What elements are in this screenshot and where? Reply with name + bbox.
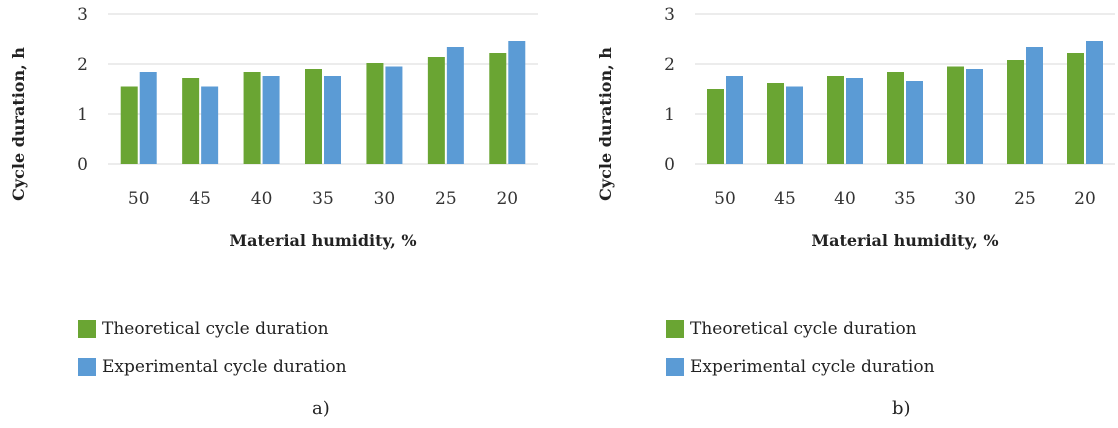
y-tick-label: 3	[77, 5, 88, 25]
bar-theoretical	[887, 72, 904, 164]
bar-theoretical	[767, 83, 784, 164]
bar-experimental	[1086, 41, 1103, 164]
bar-chart-b: 0 1 2 3 50 45 40 35 30 25 20 Material humidity, % Cy…	[596, 5, 1115, 250]
x-tick-label: 35	[894, 189, 916, 209]
legend-swatch-theoretical	[666, 320, 684, 338]
x-tick-label: 50	[714, 189, 736, 209]
legend-b: Theoretical cycle duration Experimental …	[666, 310, 935, 386]
x-axis-title: Material humidity, %	[229, 231, 416, 250]
y-tick-label: 3	[664, 5, 675, 25]
bar-theoretical	[947, 66, 964, 164]
caption-b: b)	[892, 398, 911, 419]
x-tick-label: 25	[1014, 189, 1036, 209]
legend-item-theoretical: Theoretical cycle duration	[666, 310, 935, 348]
x-tick-label: 20	[1074, 189, 1096, 209]
y-tick-label: 0	[77, 155, 88, 175]
bar-theoretical	[1067, 53, 1084, 164]
bar-experimental	[324, 76, 341, 164]
x-tick-label: 25	[435, 189, 457, 209]
y-tick-label: 2	[77, 55, 88, 75]
bar-experimental	[846, 78, 863, 164]
x-tick-label: 40	[834, 189, 856, 209]
legend-item-experimental: Experimental cycle duration	[78, 348, 347, 386]
x-tick-label: 45	[774, 189, 796, 209]
x-tick-label: 35	[312, 189, 334, 209]
bar-theoretical	[707, 89, 724, 164]
x-tick-label: 30	[954, 189, 976, 209]
legend-item-theoretical: Theoretical cycle duration	[78, 310, 347, 348]
bar-experimental	[508, 41, 526, 164]
bar-theoretical	[489, 53, 507, 164]
y-axis-title: Cycle duration, h	[9, 47, 28, 201]
legend-swatch-experimental	[78, 358, 96, 376]
y-tick-label: 2	[664, 55, 675, 75]
legend-swatch-theoretical	[78, 320, 96, 338]
bar-experimental	[966, 69, 983, 164]
bar-experimental	[906, 81, 923, 164]
legend-label-experimental: Experimental cycle duration	[102, 357, 347, 377]
x-tick-label: 40	[251, 189, 273, 209]
bar-theoretical	[427, 57, 445, 164]
chart-panel-b: 0 1 2 3 50 45 40 35 30 25 20 Material humidity, % Cy…	[559, 0, 1118, 428]
bar-experimental	[726, 76, 743, 164]
bar-theoretical	[827, 76, 844, 164]
bar-theoretical	[120, 86, 138, 164]
bar-experimental	[262, 76, 280, 164]
legend-label-theoretical: Theoretical cycle duration	[690, 319, 917, 339]
y-tick-label: 1	[77, 105, 88, 125]
legend-label-theoretical: Theoretical cycle duration	[102, 319, 329, 339]
legend-label-experimental: Experimental cycle duration	[690, 357, 935, 377]
chart-panel-a: 0 1 2 3 50 45 40 35 30 25 20 Material humidity, % Cy…	[9, 5, 538, 419]
bar-experimental	[786, 86, 803, 164]
bar-theoretical	[305, 69, 322, 164]
legend-item-experimental: Experimental cycle duration	[666, 348, 935, 386]
x-tick-label: 45	[189, 189, 211, 209]
x-tick-label: 50	[128, 189, 150, 209]
bar-experimental	[385, 66, 403, 164]
y-axis-title: Cycle duration, h	[596, 47, 615, 201]
legend-swatch-experimental	[666, 358, 684, 376]
y-tick-label: 1	[664, 105, 675, 125]
bar-experimental	[446, 47, 464, 164]
x-axis-title: Material humidity, %	[811, 231, 998, 250]
bar-chart-a: 0 1 2 3 50 45 40 35 30 25 20 Material humidity, % Cy…	[9, 5, 538, 250]
bar-experimental	[1026, 47, 1043, 164]
caption-a: a)	[312, 398, 330, 419]
x-tick-label: 20	[496, 189, 518, 209]
bar-theoretical	[243, 72, 261, 164]
bar-theoretical	[366, 63, 384, 164]
x-tick-label: 30	[374, 189, 396, 209]
bar-experimental	[201, 86, 219, 164]
legend-a: Theoretical cycle duration Experimental …	[78, 310, 347, 386]
bar-theoretical	[182, 78, 200, 164]
bar-theoretical	[1007, 60, 1024, 164]
y-tick-label: 0	[664, 155, 675, 175]
bar-experimental	[139, 72, 157, 164]
